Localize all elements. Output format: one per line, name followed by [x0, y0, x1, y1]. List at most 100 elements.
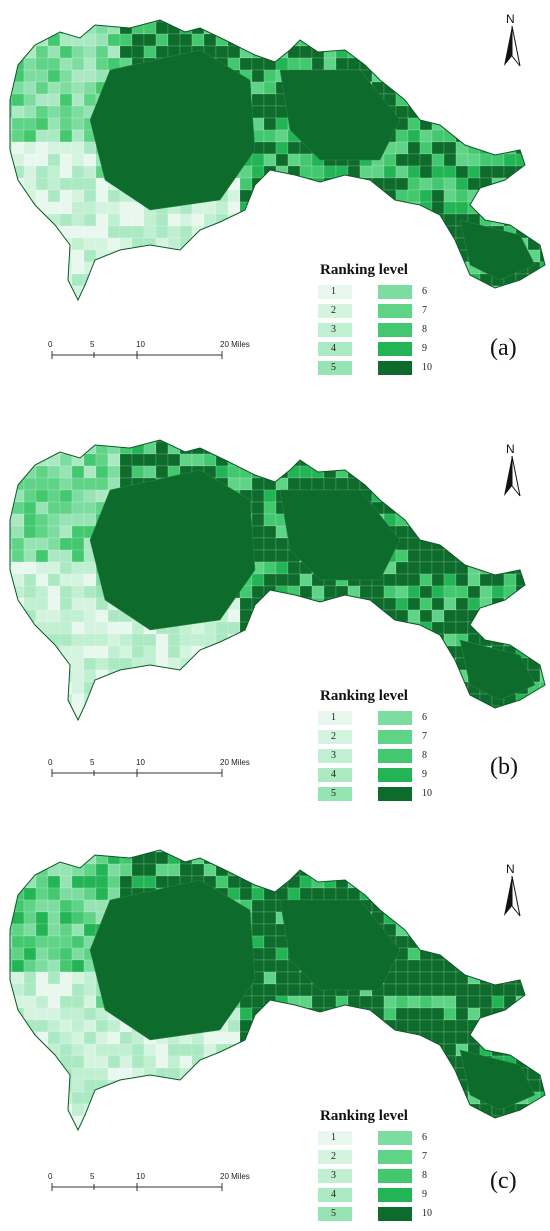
legend-swatch	[378, 1150, 412, 1164]
district-map-b	[9, 439, 546, 722]
legend-item-2: 2	[318, 730, 382, 746]
legend-label: 3	[331, 324, 336, 335]
legend-label: 1	[331, 286, 336, 297]
legend-swatch	[378, 711, 412, 725]
scale-tick-0: 0	[48, 340, 53, 349]
legend-item-8: 8	[378, 749, 442, 765]
scale-bar-line	[51, 769, 223, 777]
legend-label: 4	[331, 343, 336, 354]
legend-label: 2	[331, 305, 336, 316]
legend-item-10: 10	[378, 1207, 442, 1223]
legend-label: 7	[422, 1151, 427, 1162]
legend-title: Ranking level	[320, 688, 408, 704]
north-arrow-icon	[504, 456, 521, 497]
legend-item-7: 7	[378, 1150, 442, 1166]
scale-tick-20: 20 Miles	[220, 1172, 250, 1181]
scale-tick-5: 5	[90, 340, 95, 349]
legend-label: 8	[422, 1170, 427, 1181]
scale-bar-line	[51, 351, 223, 359]
legend-item-1: 1	[318, 285, 382, 301]
legend-swatch	[318, 768, 352, 782]
legend-swatch	[318, 361, 352, 375]
legend-item-7: 7	[378, 730, 442, 746]
legend-item-1: 1	[318, 1131, 382, 1147]
legend-item-4: 4	[318, 342, 382, 358]
legend-swatch	[318, 1207, 352, 1221]
legend-label: 7	[422, 305, 427, 316]
map-legend: Ranking level 1 2 3 4 5 6 7 8 9 10	[318, 262, 458, 385]
legend-swatch	[318, 1131, 352, 1145]
legend-item-3: 3	[318, 749, 382, 765]
scale-tick-20: 20 Miles	[220, 340, 250, 349]
legend-item-5: 5	[318, 361, 382, 377]
legend-swatch	[318, 1169, 352, 1183]
legend-label: 6	[422, 1132, 427, 1143]
legend-swatch	[378, 361, 412, 375]
legend-label: 5	[331, 788, 336, 799]
north-arrow-icon	[504, 26, 521, 67]
legend-swatch	[318, 285, 352, 299]
legend-swatch	[318, 711, 352, 725]
legend-swatch	[378, 285, 412, 299]
legend-label: 5	[331, 362, 336, 373]
legend-label: 8	[422, 750, 427, 761]
scale-bar: 0 5 10 20 Miles	[48, 1172, 310, 1202]
legend-label: 9	[422, 1189, 427, 1200]
north-letter: N	[506, 12, 515, 26]
legend-label: 10	[422, 788, 432, 799]
legend-label: 9	[422, 769, 427, 780]
legend-grid: 1 2 3 4 5 6 7 8 9 10	[318, 711, 458, 811]
scale-tick-10: 10	[136, 340, 145, 349]
legend-swatch	[378, 1207, 412, 1221]
legend-item-6: 6	[378, 285, 442, 301]
map-panel-c: N Ranking level 1 2 3 4 5 6 7 8 9 10 0 5 10 20 Mi…	[0, 820, 550, 1230]
legend-item-10: 10	[378, 787, 442, 803]
legend-label: 4	[331, 769, 336, 780]
legend-swatch	[378, 342, 412, 356]
legend-item-5: 5	[318, 1207, 382, 1223]
legend-grid: 1 2 3 4 5 6 7 8 9 10	[318, 285, 458, 385]
north-arrow: N	[494, 862, 530, 922]
legend-item-9: 9	[378, 768, 442, 784]
legend-item-9: 9	[378, 1188, 442, 1204]
legend-label: 9	[422, 343, 427, 354]
panel-label: (b)	[490, 754, 518, 780]
scale-tick-10: 10	[136, 758, 145, 767]
legend-swatch	[318, 342, 352, 356]
panel-label: (c)	[490, 1168, 517, 1194]
scale-bar-line	[51, 1183, 223, 1191]
scale-tick-10: 10	[136, 1172, 145, 1181]
legend-item-8: 8	[378, 323, 442, 339]
legend-label: 10	[422, 1208, 432, 1219]
legend-swatch	[318, 304, 352, 318]
legend-item-6: 6	[378, 711, 442, 727]
map-legend: Ranking level 1 2 3 4 5 6 7 8 9 10	[318, 688, 458, 811]
scale-bar: 0 5 10 20 Miles	[48, 758, 310, 788]
scale-tick-20: 20 Miles	[220, 758, 250, 767]
legend-swatch	[318, 749, 352, 763]
scale-tick-0: 0	[48, 758, 53, 767]
legend-label: 10	[422, 362, 432, 373]
legend-item-3: 3	[318, 1169, 382, 1185]
legend-swatch	[378, 304, 412, 318]
north-letter: N	[506, 862, 515, 876]
legend-swatch	[378, 730, 412, 744]
map-panel-b: N Ranking level 1 2 3 4 5 6 7 8 9 10 0 5 10 20 Mi…	[0, 410, 550, 820]
legend-label: 3	[331, 1170, 336, 1181]
legend-item-5: 5	[318, 787, 382, 803]
legend-title: Ranking level	[320, 1108, 408, 1124]
legend-swatch	[378, 1188, 412, 1202]
legend-item-2: 2	[318, 1150, 382, 1166]
legend-label: 1	[331, 712, 336, 723]
legend-grid: 1 2 3 4 5 6 7 8 9 10	[318, 1131, 458, 1231]
legend-label: 5	[331, 1208, 336, 1219]
scale-tick-5: 5	[90, 758, 95, 767]
legend-item-7: 7	[378, 304, 442, 320]
legend-swatch	[378, 1169, 412, 1183]
legend-swatch	[378, 787, 412, 801]
legend-label: 3	[331, 750, 336, 761]
district-map-c	[9, 849, 546, 1132]
legend-swatch	[318, 730, 352, 744]
legend-label: 2	[331, 1151, 336, 1162]
legend-item-2: 2	[318, 304, 382, 320]
